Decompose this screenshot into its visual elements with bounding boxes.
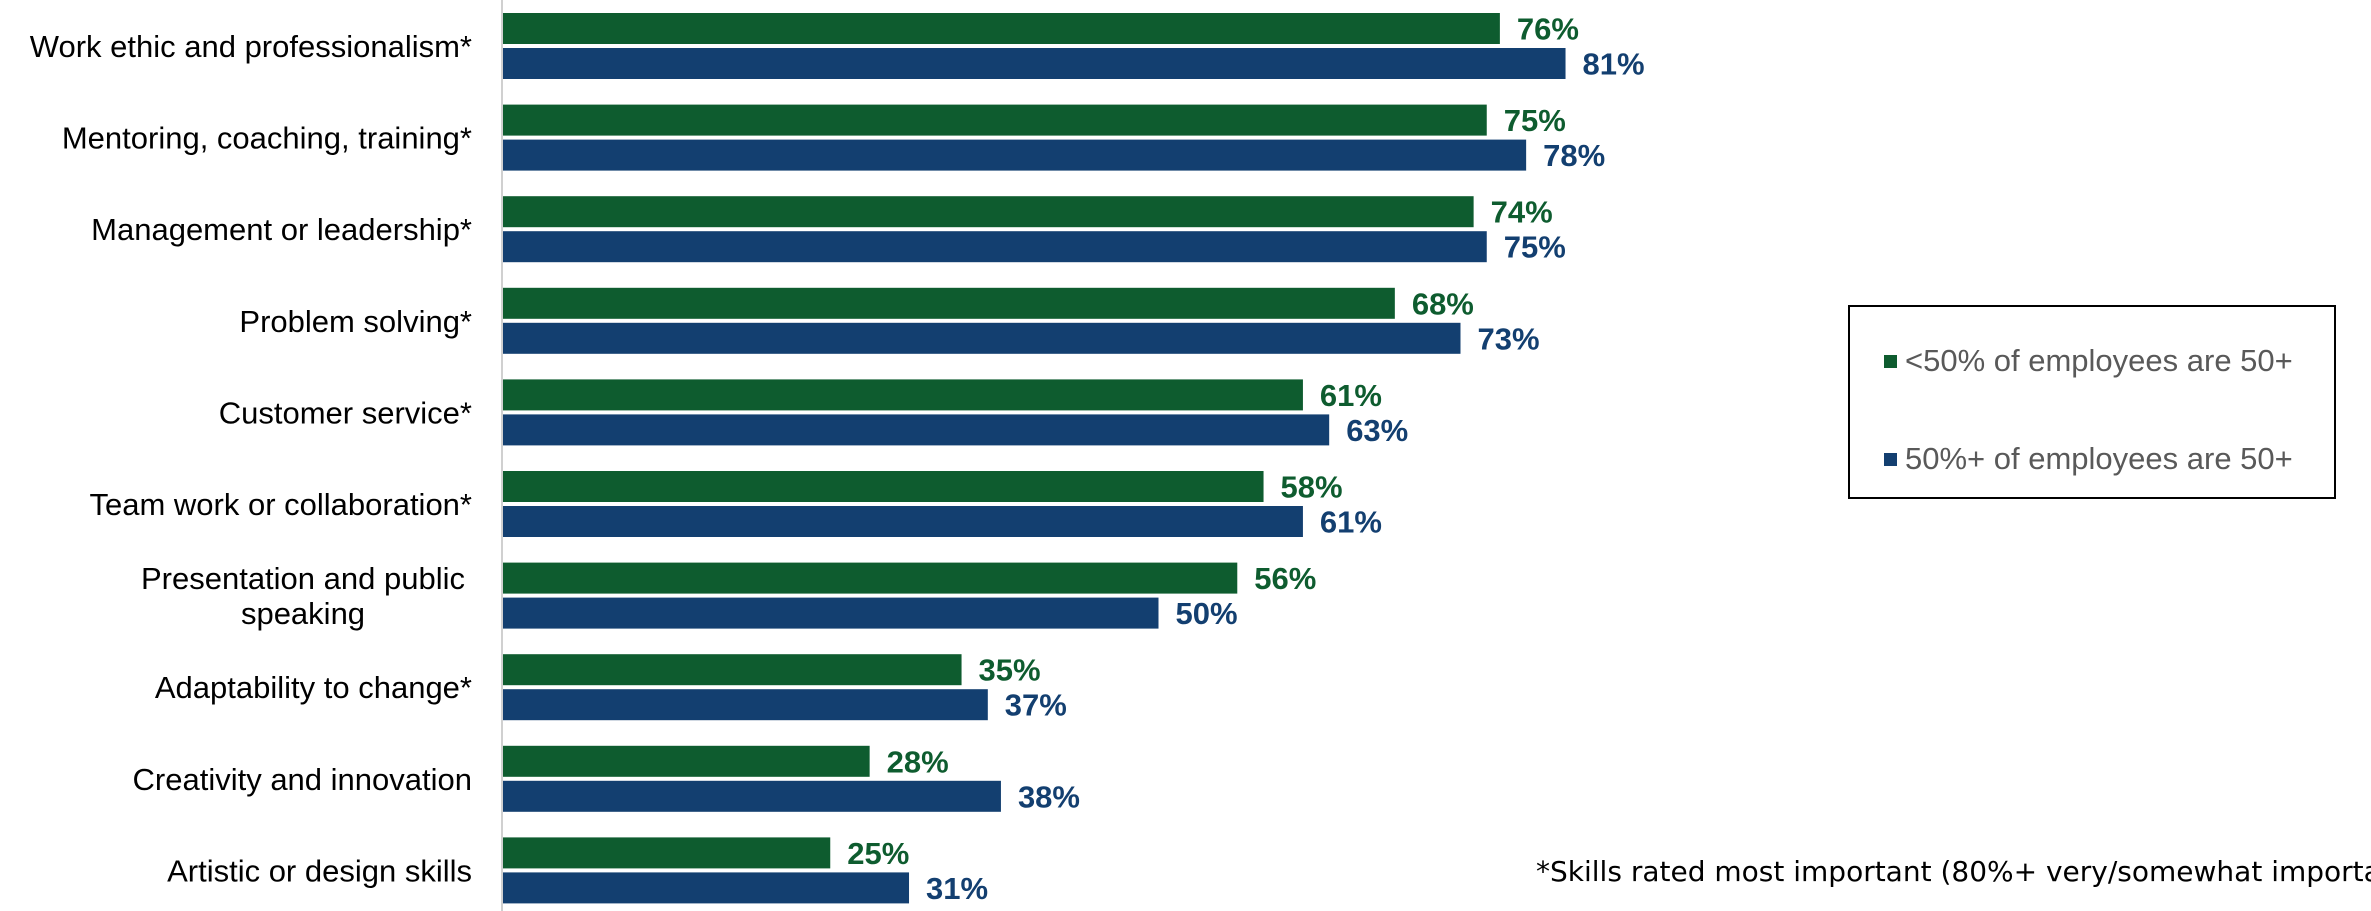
bar-series-0-cat-8	[502, 745, 870, 777]
legend-swatch-50-plus	[1884, 452, 1897, 466]
data-label-series-1-cat-3: 73%	[1477, 321, 1539, 356]
category-label-8-line-0: Creativity and innovation	[133, 762, 472, 797]
data-label-series-0-cat-8: 28%	[887, 744, 949, 779]
category-label-6: Presentation and public speaking	[141, 561, 465, 631]
data-label-series-0-cat-0: 76%	[1517, 12, 1579, 47]
bar-series-0-cat-5	[502, 471, 1264, 502]
bar-series-1-cat-3	[502, 322, 1461, 354]
category-label-9-line-0: Artistic or design skills	[167, 853, 472, 888]
bar-series-0-cat-9	[502, 837, 831, 869]
bars-group: 76%81%75%78%74%75%68%73%61%63%58%61%56%5…	[502, 12, 1645, 906]
data-label-series-0-cat-9: 25%	[847, 836, 909, 871]
bar-series-0-cat-7	[502, 654, 962, 686]
category-label-4: Customer service*	[219, 395, 472, 430]
bar-series-1-cat-8	[502, 780, 1001, 812]
bar-series-1-cat-6	[502, 597, 1159, 629]
legend-swatch-under-50	[1884, 354, 1897, 368]
category-label-5: Team work or collaboration*	[89, 487, 472, 522]
data-label-series-1-cat-6: 50%	[1176, 596, 1238, 631]
bar-series-1-cat-4	[502, 414, 1330, 446]
data-label-series-0-cat-5: 58%	[1281, 470, 1343, 505]
bar-series-1-cat-1	[502, 139, 1527, 171]
category-label-7-line-0: Adaptability to change*	[155, 670, 472, 705]
data-label-series-1-cat-4: 63%	[1346, 413, 1408, 448]
legend: <50% of employees are 50+ 50%+ of employ…	[1848, 305, 2336, 499]
category-labels-group: Work ethic and professionalism* Mentoring…	[30, 29, 472, 888]
bar-series-0-cat-6	[502, 562, 1238, 594]
data-label-series-1-cat-0: 81%	[1583, 47, 1645, 82]
bar-series-1-cat-0	[502, 48, 1566, 79]
bar-series-1-cat-9	[502, 872, 910, 904]
footnote: *Skills rated most important (80%+ very/…	[1536, 855, 2371, 888]
category-label-5-line-0: Team work or collaboration*	[89, 487, 472, 522]
category-label-1-line-0: Mentoring, coaching, training*	[62, 121, 472, 156]
category-label-6-line-1: speaking	[241, 596, 365, 631]
bar-series-0-cat-3	[502, 287, 1395, 319]
data-label-series-1-cat-7: 37%	[1005, 688, 1067, 723]
bar-series-1-cat-2	[502, 231, 1487, 263]
category-label-2-line-0: Management or leadership*	[91, 212, 472, 247]
data-label-series-1-cat-9: 31%	[926, 871, 988, 906]
legend-label-50-plus: 50%+ of employees are 50+	[1905, 441, 2293, 476]
bar-series-1-cat-7	[502, 689, 988, 721]
data-label-series-1-cat-5: 61%	[1320, 505, 1382, 540]
bar-series-0-cat-0	[502, 13, 1500, 44]
data-label-series-0-cat-4: 61%	[1320, 378, 1382, 413]
category-label-9: Artistic or design skills	[167, 853, 472, 888]
legend-item-under-50: <50% of employees are 50+	[1884, 343, 2293, 379]
category-label-6-line-0: Presentation and public	[141, 561, 465, 596]
category-label-8: Creativity and innovation	[133, 762, 472, 797]
data-label-series-0-cat-6: 56%	[1254, 561, 1316, 596]
data-label-series-1-cat-2: 75%	[1504, 230, 1566, 265]
data-label-series-1-cat-1: 78%	[1543, 138, 1605, 173]
category-label-2: Management or leadership*	[91, 212, 472, 247]
data-label-series-0-cat-7: 35%	[979, 653, 1041, 688]
category-label-0: Work ethic and professionalism*	[30, 29, 472, 64]
bar-series-0-cat-1	[502, 104, 1487, 136]
bar-series-0-cat-2	[502, 196, 1474, 228]
data-label-series-0-cat-1: 75%	[1504, 103, 1566, 138]
category-label-1: Mentoring, coaching, training*	[62, 121, 472, 156]
data-label-series-1-cat-8: 38%	[1018, 779, 1080, 814]
data-label-series-0-cat-3: 68%	[1412, 286, 1474, 321]
bar-series-0-cat-4	[502, 379, 1303, 411]
legend-label-under-50: <50% of employees are 50+	[1905, 343, 2293, 378]
category-label-7: Adaptability to change*	[155, 670, 472, 705]
bar-series-1-cat-5	[502, 506, 1303, 537]
legend-item-50-plus: 50%+ of employees are 50+	[1884, 441, 2293, 477]
category-label-0-line-0: Work ethic and professionalism*	[30, 29, 472, 64]
data-label-series-0-cat-2: 74%	[1491, 195, 1553, 230]
category-label-3-line-0: Problem solving*	[239, 304, 472, 339]
category-label-3: Problem solving*	[239, 304, 472, 339]
category-label-4-line-0: Customer service*	[219, 395, 472, 430]
